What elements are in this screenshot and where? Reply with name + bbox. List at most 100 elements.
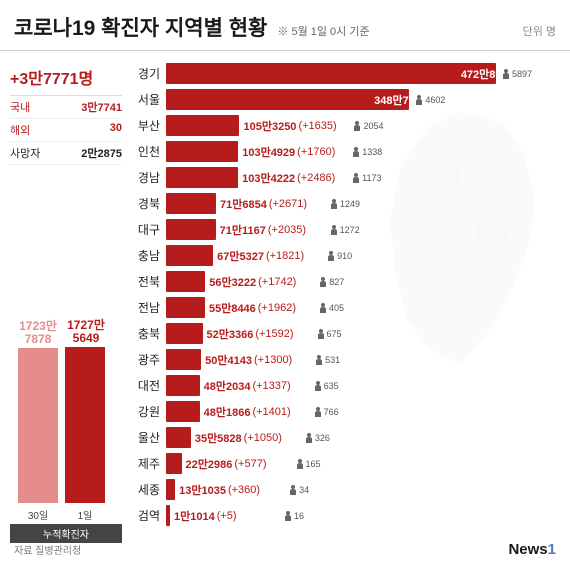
bar-chart: 경기472만8917(+8575)5897서울348만7043(+5462)46…	[132, 61, 560, 528]
stat-value: 2만2875	[81, 145, 122, 161]
bar-row: 대구71만1167(+2035)1272	[132, 217, 560, 242]
per-100k: 5897	[502, 63, 532, 84]
bar-row: 서울348만7043(+5462)4602	[132, 87, 560, 112]
bar-fill	[166, 297, 205, 318]
bar-value: 105만3250(+1635)	[243, 115, 336, 136]
per-100k: 531	[315, 349, 340, 370]
bar-row: 광주 50만4143(+1300) 531	[132, 347, 560, 372]
bar-value: 71만6854(+2671)	[220, 193, 307, 214]
bar-value: 55만8446(+1962)	[209, 297, 296, 318]
person-icon	[353, 121, 361, 131]
bar-row: 강원48만1866(+1401)766	[132, 399, 560, 424]
region-label: 부산	[132, 117, 166, 134]
stat-label: 사망자	[10, 145, 40, 161]
bar-fill	[166, 505, 170, 526]
new-total-prefix: +	[10, 71, 19, 88]
person-icon	[330, 199, 338, 209]
per-100k: 2054	[353, 115, 383, 136]
bar-fill	[166, 271, 205, 292]
person-icon	[319, 277, 327, 287]
stat-label: 국내	[10, 99, 30, 115]
region-label: 광주	[132, 351, 166, 368]
bar-row: 경남103만4222(+2486)1173	[132, 165, 560, 190]
bar-track: 71만1167(+2035)1272	[166, 219, 560, 240]
bar-track: 48만1866(+1401)766	[166, 401, 560, 422]
stat-overseas: 해외 30	[10, 119, 122, 142]
person-icon	[352, 147, 360, 157]
region-label: 경북	[132, 195, 166, 212]
per-100k: 34	[289, 479, 309, 500]
bar-value: 56만3222(+1742)	[209, 271, 296, 292]
page-title: 코로나19 확진자 지역별 현황	[14, 12, 267, 42]
bar-row: 전남55만8446(+1962)405	[132, 295, 560, 320]
per-100k: 827	[319, 271, 344, 292]
bar-row: 제주 22만2986(+577) 165	[132, 451, 560, 476]
news-logo: News1	[508, 541, 556, 558]
bar-row: 인천103만4929(+1760)1338	[132, 139, 560, 164]
bar-track: 55만8446(+1962) 405	[166, 297, 560, 318]
region-label: 강원	[132, 403, 166, 420]
compare-label-b: 1일	[65, 507, 105, 522]
bar-row: 충북52만3366(+1592)675	[132, 321, 560, 346]
per-100k: 4602	[415, 89, 445, 110]
bar-track: 1만1014(+5)16	[166, 505, 560, 526]
bar-fill	[166, 219, 216, 240]
bar-row: 충남67만5327(+1821)910	[132, 243, 560, 268]
subtitle: ※ 5월 1일 0시 기준	[277, 23, 369, 39]
region-label: 대구	[132, 221, 166, 238]
person-icon	[330, 225, 338, 235]
bar-track: 50만4143(+1300) 531	[166, 349, 560, 370]
bar-track: 71만6854(+2671)1249	[166, 193, 560, 214]
region-label: 인천	[132, 143, 166, 160]
bar-value: 13만1035(+360)	[179, 479, 260, 500]
person-icon	[315, 355, 323, 365]
person-icon	[296, 459, 304, 469]
person-icon	[314, 381, 322, 391]
bar-fill	[166, 141, 238, 162]
person-icon	[319, 303, 327, 313]
bar-fill	[166, 193, 216, 214]
per-100k: 326	[305, 427, 330, 448]
region-label: 전북	[132, 273, 166, 290]
bar-track: 22만2986(+577) 165	[166, 453, 560, 474]
region-label: 충북	[132, 325, 166, 342]
bar-row: 경북71만6854(+2671)1249	[132, 191, 560, 216]
bar-fill	[166, 453, 182, 474]
per-100k: 910	[327, 245, 352, 266]
bar-track: 48만2034(+1337)635	[166, 375, 560, 396]
compare-block: 1723만7878 1727만5649 30일 1일 누적확진자	[10, 275, 122, 525]
compare-top-b: 1727만5649	[60, 319, 112, 345]
bar-row: 검역1만1014(+5)16	[132, 503, 560, 528]
bar-row: 울산35만5828(+1050)326	[132, 425, 560, 450]
per-100k: 405	[319, 297, 344, 318]
per-100k: 675	[317, 323, 342, 344]
bar-value: 50만4143(+1300)	[205, 349, 292, 370]
per-100k: 165	[296, 453, 321, 474]
region-label: 경기	[132, 65, 166, 82]
person-icon	[352, 173, 360, 183]
person-icon	[314, 407, 322, 417]
person-icon	[317, 329, 325, 339]
bar-row: 대전48만2034(+1337)635	[132, 373, 560, 398]
person-icon	[415, 95, 423, 105]
stat-value: 3만7741	[81, 99, 122, 115]
left-panel: +3만7771명 국내 3만7741 해외 30 사망자 2만2875 1723…	[10, 61, 122, 537]
stat-value: 30	[110, 122, 122, 138]
logo-main: News	[508, 541, 547, 558]
region-label: 검역	[132, 507, 166, 524]
bar-fill	[166, 63, 496, 84]
bar-value: 22만2986(+577)	[186, 453, 267, 474]
person-icon	[305, 433, 313, 443]
bar-track: 35만5828(+1050)326	[166, 427, 560, 448]
region-label: 제주	[132, 455, 166, 472]
bar-value: 67만5327(+1821)	[217, 245, 304, 266]
region-label: 대전	[132, 377, 166, 394]
unit-label: 단위 명	[523, 23, 556, 39]
bar-track: 348만7043(+5462)4602	[166, 89, 560, 110]
bar-track: 67만5327(+1821) 910	[166, 245, 560, 266]
compare-top-a: 1723만7878	[12, 320, 64, 346]
compare-bar-a	[18, 348, 58, 503]
stat-deaths: 사망자 2만2875	[10, 142, 122, 165]
bar-row: 부산 105만3250(+1635) 2054	[132, 113, 560, 138]
bar-fill	[166, 375, 200, 396]
